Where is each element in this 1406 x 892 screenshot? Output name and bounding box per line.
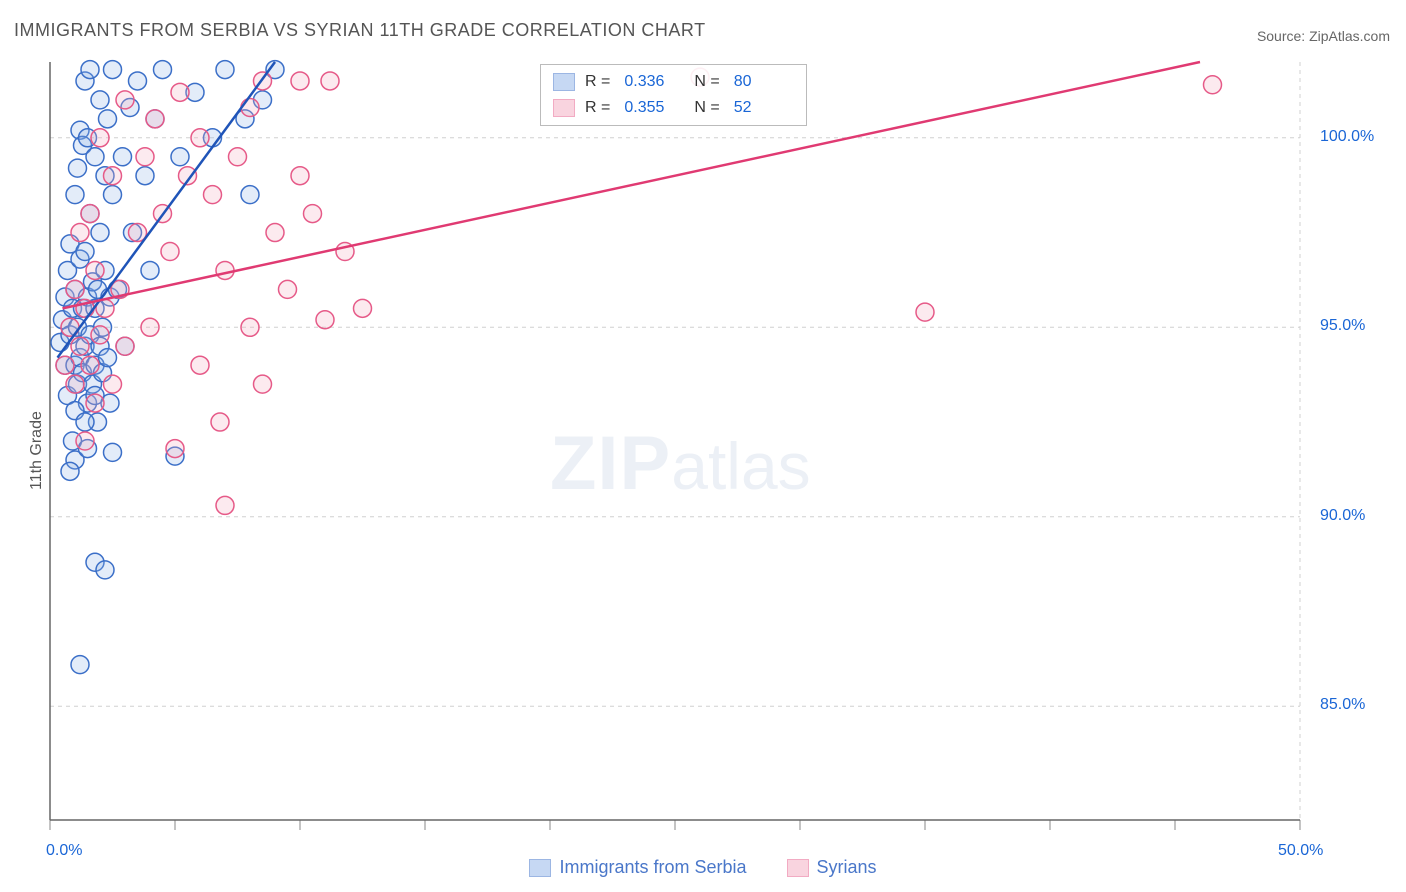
n-label: N = [694, 99, 719, 117]
legend-swatch [787, 859, 809, 877]
stats-legend: R = 0.336 N = 80 R = 0.355 N = 52 [540, 64, 807, 126]
n-value: 52 [734, 99, 794, 117]
y-tick-label: 100.0% [1320, 128, 1374, 146]
r-value: 0.355 [624, 99, 684, 117]
legend-item: Syrians [787, 857, 877, 878]
legend-label: Syrians [817, 857, 877, 878]
stats-legend-row: R = 0.355 N = 52 [553, 95, 794, 121]
stats-legend-row: R = 0.336 N = 80 [553, 69, 794, 95]
series-legend: Immigrants from Serbia Syrians [0, 857, 1406, 878]
scatter-plot-svg [0, 0, 1406, 892]
legend-swatch [553, 73, 575, 91]
y-axis-title: 11th Grade [28, 411, 46, 490]
n-label: N = [694, 73, 719, 91]
y-tick-label: 85.0% [1320, 696, 1365, 714]
x-axis-max-label: 50.0% [1278, 842, 1323, 860]
y-tick-label: 90.0% [1320, 507, 1365, 525]
legend-item: Immigrants from Serbia [529, 857, 746, 878]
y-tick-label: 95.0% [1320, 317, 1365, 335]
legend-swatch [529, 859, 551, 877]
legend-label: Immigrants from Serbia [559, 857, 746, 878]
r-value: 0.336 [624, 73, 684, 91]
chart-container: IMMIGRANTS FROM SERBIA VS SYRIAN 11TH GR… [0, 0, 1406, 892]
n-value: 80 [734, 73, 794, 91]
r-label: R = [585, 99, 610, 117]
r-label: R = [585, 73, 610, 91]
x-axis-min-label: 0.0% [46, 842, 82, 860]
legend-swatch [553, 99, 575, 117]
